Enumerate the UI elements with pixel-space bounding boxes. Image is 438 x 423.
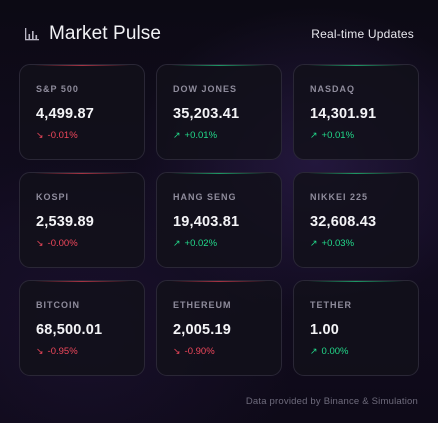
market-name: HANG SENG: [173, 192, 237, 202]
market-name: DOW JONES: [173, 84, 238, 94]
market-card-dow-jones[interactable]: DOW JONES 35,203.41 ↗ +0.01%: [156, 64, 282, 160]
market-change-value: 0.00%: [321, 346, 349, 357]
data-source-footer: Data provided by Binance & Simulation: [245, 396, 418, 407]
market-price: 14,301.91: [310, 106, 377, 122]
market-change-value: +0.03%: [321, 238, 355, 249]
market-price: 4,499.87: [36, 106, 95, 122]
market-card-kospi[interactable]: KOSPI 2,539.89 ↘ -0.00%: [19, 172, 145, 268]
market-price: 19,403.81: [173, 214, 240, 230]
market-card-s-p-500[interactable]: S&P 500 4,499.87 ↘ -0.01%: [19, 64, 145, 160]
market-change: ↗ +0.02%: [173, 238, 217, 249]
market-name: TETHER: [310, 300, 352, 310]
market-name: BITCOIN: [36, 300, 80, 310]
market-change: ↗ +0.01%: [310, 130, 354, 141]
market-card-nasdaq[interactable]: NASDAQ 14,301.91 ↗ +0.01%: [293, 64, 419, 160]
market-change-value: -0.90%: [184, 346, 215, 357]
market-price: 2,539.89: [36, 214, 95, 230]
market-price: 2,005.19: [173, 322, 232, 338]
market-card-ethereum[interactable]: ETHEREUM 2,005.19 ↘ -0.90%: [156, 280, 282, 376]
title-group: Market Pulse: [24, 23, 161, 45]
market-change: ↗ +0.03%: [310, 238, 354, 249]
page-title: Market Pulse: [49, 23, 162, 44]
market-name: KOSPI: [36, 192, 70, 202]
arrow-down-right-icon: ↘: [36, 238, 44, 248]
market-change: ↗ 0.00%: [310, 346, 348, 357]
market-change-value: +0.01%: [321, 130, 355, 141]
bar-chart-icon: [24, 26, 40, 42]
market-change-value: -0.95%: [47, 346, 78, 357]
market-change-value: -0.00%: [47, 238, 78, 249]
market-price: 32,608.43: [310, 214, 377, 230]
market-change-value: +0.02%: [184, 238, 218, 249]
market-card-tether[interactable]: TETHER 1.00 ↗ 0.00%: [293, 280, 419, 376]
market-price: 68,500.01: [36, 322, 103, 338]
market-name: S&P 500: [36, 84, 79, 94]
market-change: ↘ -0.95%: [36, 346, 78, 357]
market-card-hang-seng[interactable]: HANG SENG 19,403.81 ↗ +0.02%: [156, 172, 282, 268]
market-change-value: -0.01%: [47, 130, 78, 141]
arrow-down-right-icon: ↘: [36, 346, 44, 356]
arrow-up-right-icon: ↗: [173, 130, 181, 140]
market-change: ↘ -0.01%: [36, 130, 78, 141]
arrow-up-right-icon: ↗: [310, 238, 318, 248]
arrow-down-right-icon: ↘: [173, 346, 181, 356]
market-name: NIKKEI 225: [310, 192, 369, 202]
market-grid: S&P 500 4,499.87 ↘ -0.01% DOW JONES 35,2…: [19, 64, 419, 376]
market-change: ↗ +0.01%: [173, 130, 217, 141]
market-name: NASDAQ: [310, 84, 356, 94]
market-card-nikkei-225[interactable]: NIKKEI 225 32,608.43 ↗ +0.03%: [293, 172, 419, 268]
market-card-bitcoin[interactable]: BITCOIN 68,500.01 ↘ -0.95%: [19, 280, 145, 376]
arrow-up-right-icon: ↗: [310, 346, 318, 356]
market-change-value: +0.01%: [184, 130, 218, 141]
arrow-down-right-icon: ↘: [36, 130, 44, 140]
realtime-label: Real-time Updates: [311, 27, 414, 41]
market-change: ↘ -0.90%: [173, 346, 215, 357]
market-price: 1.00: [310, 322, 340, 338]
market-change: ↘ -0.00%: [36, 238, 78, 249]
arrow-up-right-icon: ↗: [173, 238, 181, 248]
arrow-up-right-icon: ↗: [310, 130, 318, 140]
market-name: ETHEREUM: [173, 300, 232, 310]
market-price: 35,203.41: [173, 106, 240, 122]
header: Market Pulse Real-time Updates: [24, 20, 414, 48]
